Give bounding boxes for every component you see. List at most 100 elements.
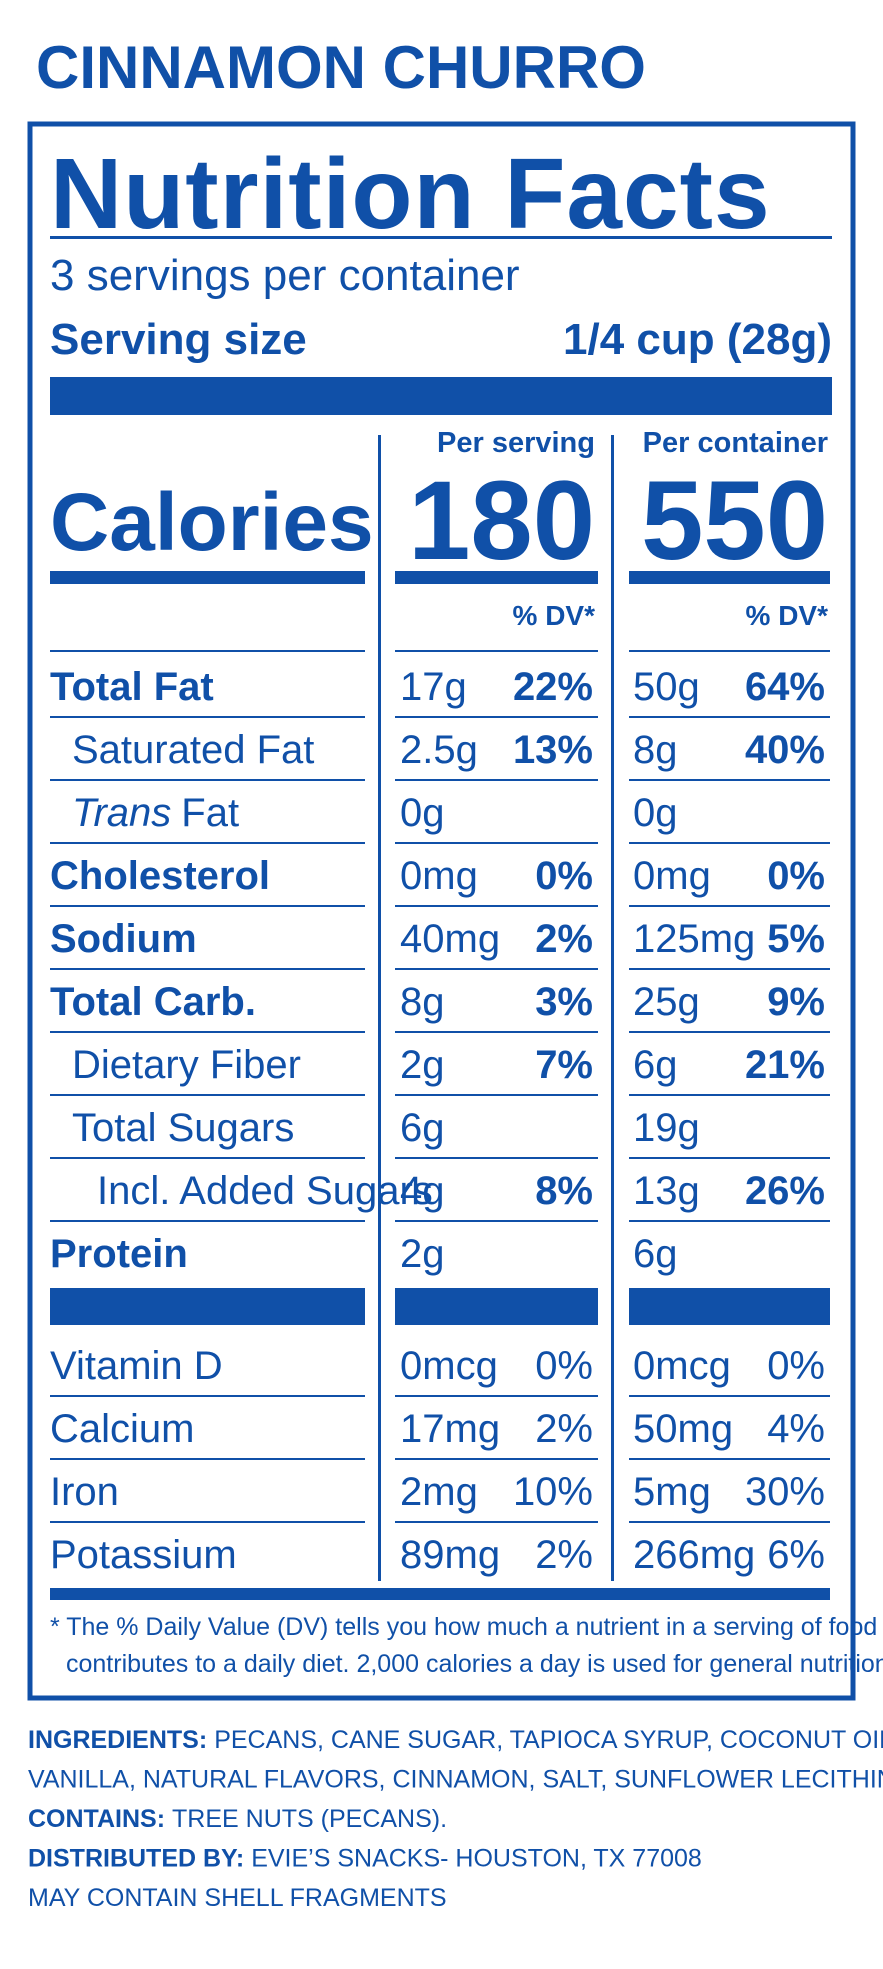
serving-size-label: Serving size [50, 315, 307, 364]
amount: 17g [400, 665, 467, 709]
row-rule [629, 1157, 830, 1159]
amount: 19g [633, 1106, 700, 1150]
footnote: contributes to a daily diet. 2,000 calor… [66, 1650, 883, 1678]
daily-value: 5% [767, 917, 825, 961]
nutrient-name: Trans Fat [72, 791, 239, 835]
amount: 17mg [400, 1407, 500, 1451]
row-rule [395, 779, 598, 781]
row-rule [50, 905, 365, 907]
nutrient-name-italic: Trans [72, 791, 171, 835]
row-rule [629, 968, 830, 970]
daily-value: 26% [745, 1169, 825, 1213]
nutrient-name: Total Sugars [72, 1106, 294, 1150]
info-text: VANILLA, NATURAL FLAVORS, CINNAMON, SALT… [28, 1766, 883, 1794]
row-rule [50, 1031, 365, 1033]
rule [50, 236, 832, 239]
info-text: MAY CONTAIN SHELL FRAGMENTS [28, 1884, 447, 1912]
daily-value: 4% [767, 1407, 825, 1451]
row-rule [629, 716, 830, 718]
nutrient-name: Incl. Added Sugars [97, 1169, 433, 1213]
amount: 4g [400, 1169, 445, 1213]
row-rule [629, 1220, 830, 1222]
row-rule [629, 1031, 830, 1033]
amount: 25g [633, 980, 700, 1024]
nutrient-name: Calcium [50, 1407, 194, 1451]
daily-value: 0% [767, 854, 825, 898]
thick-bar [50, 377, 832, 415]
section-bar [629, 1288, 830, 1325]
amount: 2.5g [400, 728, 478, 772]
info-text: TREE NUTS (PECANS). [172, 1805, 447, 1833]
daily-value: 2% [535, 1533, 593, 1577]
column-divider [378, 435, 381, 1581]
calories-value: 180 [408, 458, 595, 583]
daily-value: 9% [767, 980, 825, 1024]
daily-value: 30% [745, 1470, 825, 1514]
row-rule [50, 968, 365, 970]
column-header: Per container [643, 427, 828, 459]
row-rule [50, 842, 365, 844]
calorie-bar [395, 571, 598, 584]
section-bar [50, 1288, 365, 1325]
nutrient-name: Sodium [50, 917, 197, 961]
row-rule [629, 650, 830, 652]
amount: 6g [633, 1043, 678, 1087]
section-bar [395, 1288, 598, 1325]
info-label: DISTRIBUTED BY: [28, 1845, 244, 1873]
nutrient-name: Saturated Fat [72, 728, 314, 772]
daily-value: 2% [535, 1407, 593, 1451]
row-rule [395, 968, 598, 970]
info-line: DISTRIBUTED BY: EVIE’S SNACKS- HOUSTON, T… [28, 1845, 702, 1873]
info-line: CONTAINS: TREE NUTS (PECANS). [28, 1805, 447, 1833]
daily-value: 40% [745, 728, 825, 772]
info-label: INGREDIENTS: [28, 1726, 207, 1754]
amount: 2g [400, 1232, 445, 1276]
row-rule [629, 1395, 830, 1397]
calories-label: Calories [50, 477, 374, 568]
nutrient-name: Potassium [50, 1533, 237, 1577]
row-rule [629, 1094, 830, 1096]
row-rule [50, 1094, 365, 1096]
amount: 2g [400, 1043, 445, 1087]
amount: 8g [633, 728, 678, 772]
amount: 0g [633, 791, 678, 835]
row-rule [395, 1094, 598, 1096]
amount: 89mg [400, 1533, 500, 1577]
amount: 125mg [633, 917, 755, 961]
daily-value: 64% [745, 665, 825, 709]
row-rule [395, 1521, 598, 1523]
nutrient-name: Total Fat [50, 665, 214, 709]
row-rule [629, 1458, 830, 1460]
nutrient-name: Dietary Fiber [72, 1043, 301, 1087]
nutrient-name: Iron [50, 1470, 119, 1514]
amount: 13g [633, 1169, 700, 1213]
daily-value: 0% [767, 1344, 825, 1388]
row-rule [50, 650, 365, 652]
calories-value: 550 [641, 458, 828, 583]
footnote: * The % Daily Value (DV) tells you how m… [50, 1613, 877, 1641]
ingredients: INGREDIENTS: PECANS, CANE SUGAR, TAPIOCA … [28, 1726, 883, 1912]
amount: 0mcg [400, 1344, 498, 1388]
info-label: CONTAINS: [28, 1805, 165, 1833]
serving-size: 1/4 cup (28g) [563, 315, 832, 364]
product-title: CINNAMON CHURRO [36, 34, 646, 101]
daily-value: 6% [767, 1533, 825, 1577]
daily-value: 10% [513, 1470, 593, 1514]
amount: 6g [400, 1106, 445, 1150]
row-rule [50, 716, 365, 718]
daily-value: 8% [535, 1169, 593, 1213]
amount: 0mcg [633, 1344, 731, 1388]
row-rule [50, 779, 365, 781]
row-rule [629, 779, 830, 781]
panel-border [27, 121, 856, 1701]
amount: 266mg [633, 1533, 755, 1577]
nutrient-name-rest: Fat [181, 791, 239, 835]
row-rule [629, 842, 830, 844]
nutrient-name: Vitamin D [50, 1344, 223, 1388]
calorie-bar [629, 571, 830, 584]
amount: 50g [633, 665, 700, 709]
info-text: PECANS, CANE SUGAR, TAPIOCA SYRUP, COCON… [214, 1726, 883, 1754]
bottom-bar [50, 1588, 830, 1600]
row-rule [395, 650, 598, 652]
dv-header: % DV* [746, 600, 829, 631]
